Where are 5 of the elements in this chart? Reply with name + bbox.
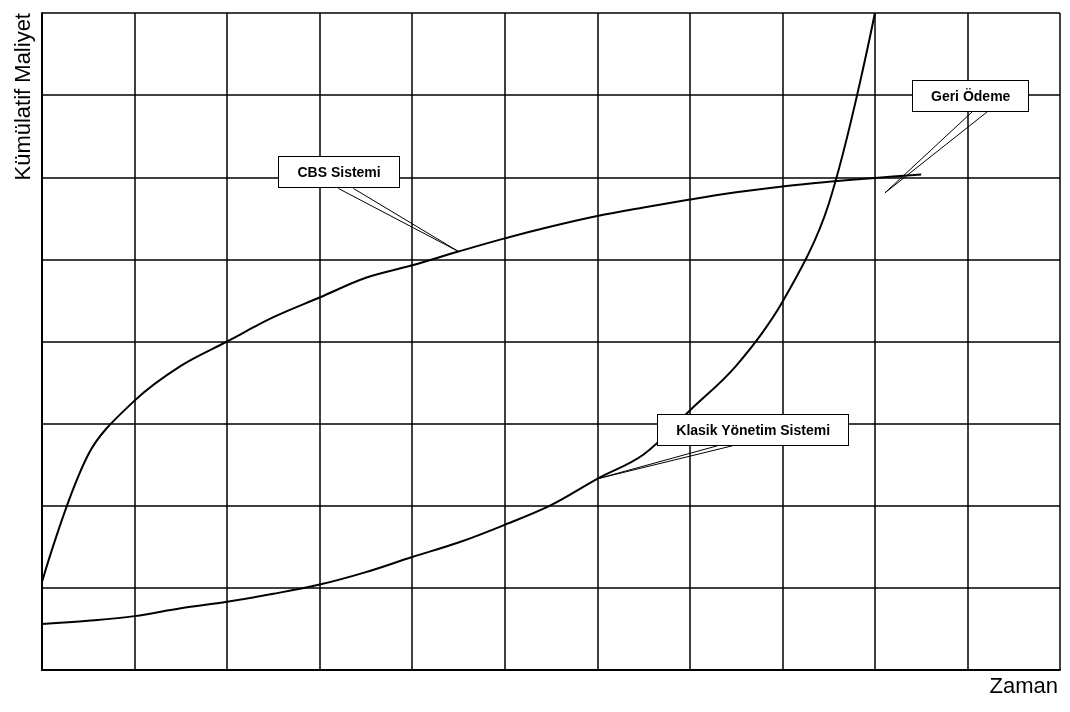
callout-box: CBS Sistemi <box>278 156 400 189</box>
callout-box: Klasik Yönetim Sistemi <box>657 413 850 446</box>
y-axis-title: Kümülatif Maliyet <box>10 13 36 181</box>
x-axis-title: Zaman <box>989 673 1058 699</box>
callout-box: Geri Ödeme <box>912 80 1030 112</box>
